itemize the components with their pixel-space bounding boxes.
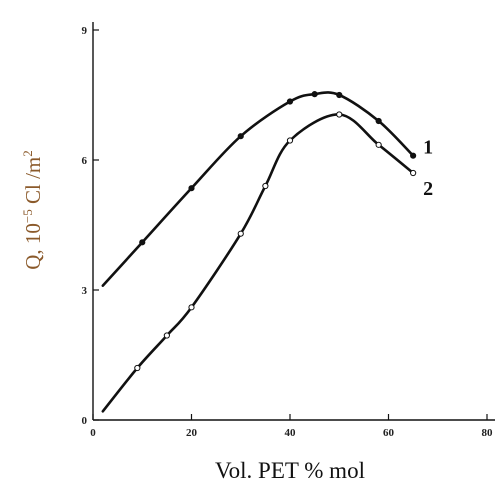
series-2-point (286, 137, 294, 144)
y-axis-label-mid: Cl /m (21, 157, 45, 210)
x-tick-label: 40 (285, 427, 297, 439)
series-1-point (188, 185, 195, 192)
y-tick-label: 6 (82, 155, 88, 167)
series-1-point (286, 98, 294, 105)
y-axis-label-exp2: 2 (20, 150, 35, 157)
x-tick-label: 0 (90, 427, 96, 439)
y-axis-label-prefix: Q, 10 (21, 223, 45, 270)
x-tick-label: 80 (482, 427, 494, 439)
y-tick-label: 3 (82, 285, 88, 297)
y-axis-label: Q, 10−5 Cl /m2 (20, 150, 45, 270)
series-1-point (311, 91, 318, 98)
series-1-point (139, 239, 146, 246)
series-2-line (101, 113, 415, 413)
x-tick-label: 20 (186, 427, 198, 439)
series-2-point (262, 182, 269, 190)
series-2-point (336, 111, 343, 118)
axes: 0 20 40 60 80 0 3 6 9 (82, 22, 495, 439)
series-2-label: 2 (423, 178, 433, 200)
series-2-point (375, 141, 382, 148)
series-1-line (101, 91, 415, 287)
y-tick-label: 0 (82, 415, 88, 427)
series-1-point (336, 91, 343, 99)
series-2-point (410, 169, 417, 177)
series-1-label: 1 (423, 137, 433, 159)
series-2-point (163, 332, 170, 339)
x-axis-label: Vol. PET % mol (215, 458, 365, 483)
y-tick-label: 9 (82, 25, 88, 37)
series-1-point (410, 152, 417, 159)
series-2-point (237, 230, 244, 237)
series-2-point (134, 364, 141, 372)
series-2-point (188, 304, 195, 311)
x-tick-label: 60 (383, 427, 395, 439)
labels-layer: Vol. PET % mol Q, 10−5 Cl /m2 (20, 150, 365, 483)
series-1-point (375, 117, 382, 125)
y-axis-label-exp1: −5 (20, 209, 35, 223)
series-1-point (237, 133, 244, 140)
series-layer: 12 (101, 91, 433, 413)
